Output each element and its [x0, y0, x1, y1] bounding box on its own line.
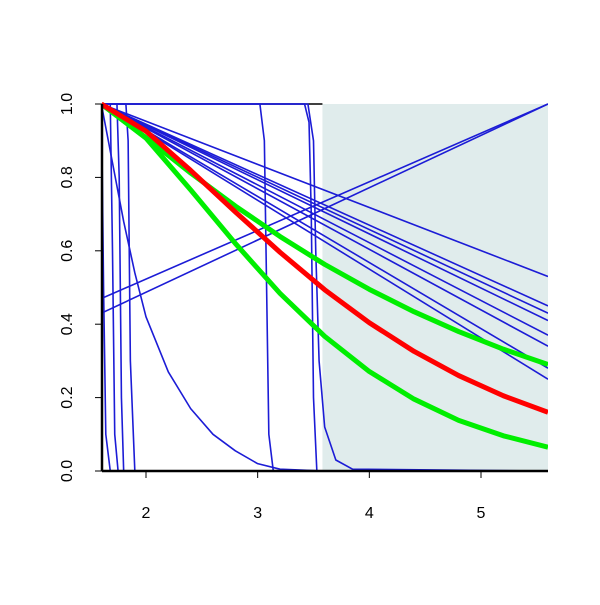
line [102, 103, 548, 472]
line [102, 101, 548, 415]
y-tick-label: 0.8 [59, 166, 76, 188]
y-tick-label: 1.0 [59, 93, 76, 115]
x-tick-label: 3 [253, 505, 262, 522]
line [102, 102, 548, 367]
y-tick-label: 0.0 [59, 460, 76, 482]
line [102, 103, 548, 314]
x-tick-label: 4 [365, 505, 374, 522]
line [102, 103, 548, 278]
x-tick-label: 5 [477, 505, 486, 522]
line [102, 103, 548, 369]
line [102, 102, 548, 450]
line [102, 103, 548, 336]
x-tick-label: 2 [142, 505, 151, 522]
line [102, 103, 548, 472]
line [102, 103, 548, 300]
y-tick-label: 0.4 [59, 313, 76, 335]
line [102, 103, 548, 380]
y-tick-label: 0.2 [59, 386, 76, 408]
y-tick-label: 0.6 [59, 240, 76, 262]
shaded-region [322, 104, 548, 471]
line [102, 103, 548, 322]
line [102, 103, 548, 307]
line [102, 103, 548, 347]
